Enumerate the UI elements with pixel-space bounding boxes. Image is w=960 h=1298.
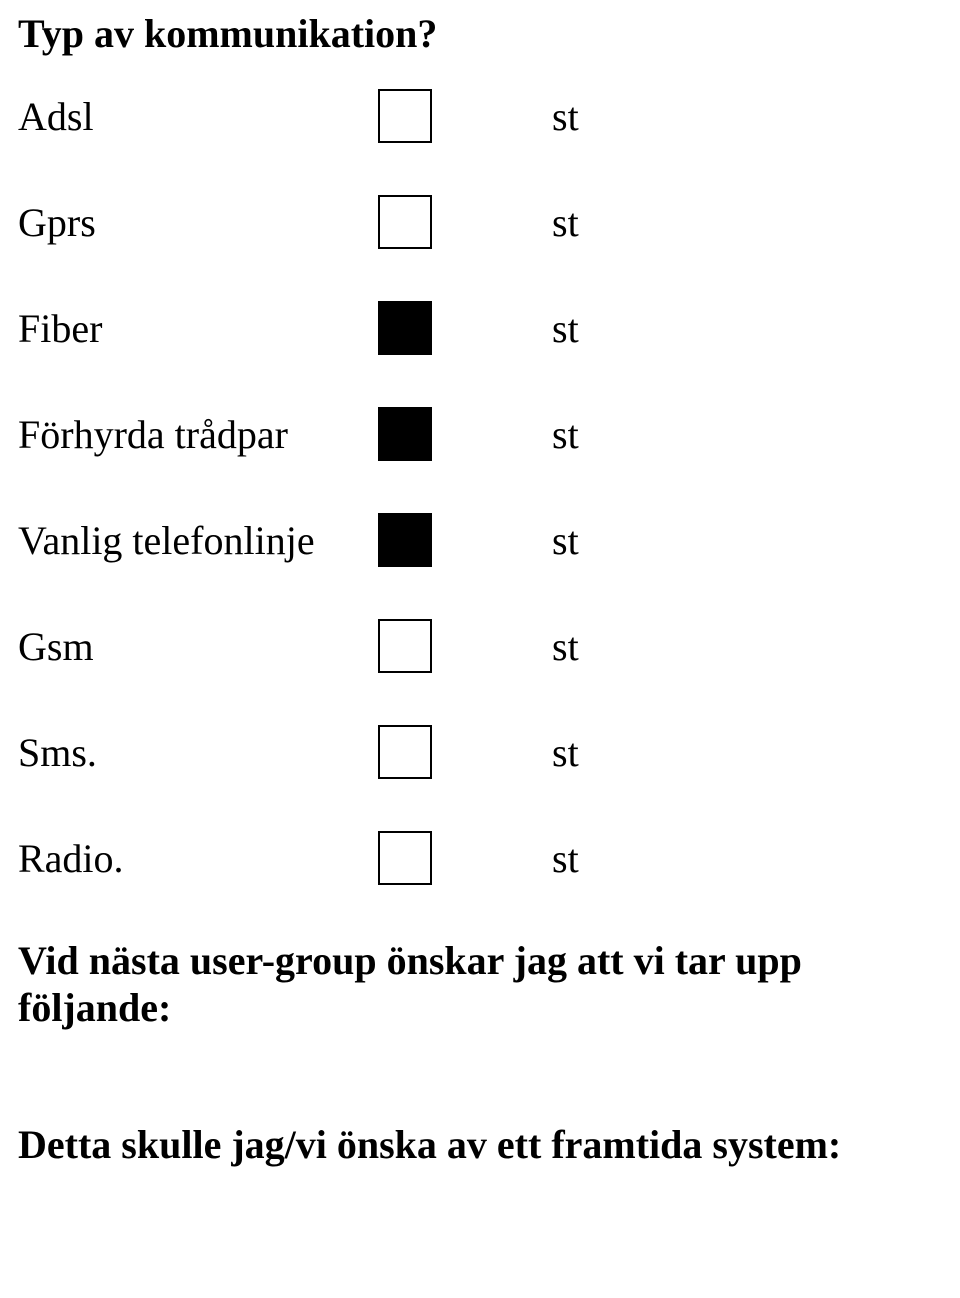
unit-label: st (552, 305, 579, 352)
option-row-gsm: Gsm st (18, 619, 942, 673)
checkbox-vanlig[interactable] (378, 513, 432, 567)
question-future-system: Detta skulle jag/vi önska av ett framtid… (18, 1121, 942, 1168)
option-label: Sms. (18, 729, 378, 776)
option-label: Gsm (18, 623, 378, 670)
checkbox-fiber[interactable] (378, 301, 432, 355)
checkbox-gsm[interactable] (378, 619, 432, 673)
question-usergroup: Vid nästa user-group önskar jag att vi t… (18, 937, 942, 1031)
checkbox-gprs[interactable] (378, 195, 432, 249)
option-label: Adsl (18, 93, 378, 140)
checkbox-adsl[interactable] (378, 89, 432, 143)
option-label: Förhyrda trådpar (18, 411, 378, 458)
checkbox-radio[interactable] (378, 831, 432, 885)
unit-label: st (552, 93, 579, 140)
option-label: Fiber (18, 305, 378, 352)
unit-label: st (552, 729, 579, 776)
option-row-radio: Radio. st (18, 831, 942, 885)
option-label: Vanlig telefonlinje (18, 517, 378, 564)
page-title: Typ av kommunikation? (18, 10, 942, 57)
unit-label: st (552, 411, 579, 458)
option-row-sms: Sms. st (18, 725, 942, 779)
page: Typ av kommunikation? Adsl st Gprs st Fi… (0, 0, 960, 1298)
checkbox-forhyrda[interactable] (378, 407, 432, 461)
option-row-adsl: Adsl st (18, 89, 942, 143)
option-row-fiber: Fiber st (18, 301, 942, 355)
questions-section: Vid nästa user-group önskar jag att vi t… (18, 937, 942, 1168)
option-label: Radio. (18, 835, 378, 882)
option-label: Gprs (18, 199, 378, 246)
option-row-forhyrda: Förhyrda trådpar st (18, 407, 942, 461)
unit-label: st (552, 835, 579, 882)
option-row-vanlig: Vanlig telefonlinje st (18, 513, 942, 567)
option-row-gprs: Gprs st (18, 195, 942, 249)
unit-label: st (552, 199, 579, 246)
unit-label: st (552, 517, 579, 564)
checkbox-sms[interactable] (378, 725, 432, 779)
unit-label: st (552, 623, 579, 670)
